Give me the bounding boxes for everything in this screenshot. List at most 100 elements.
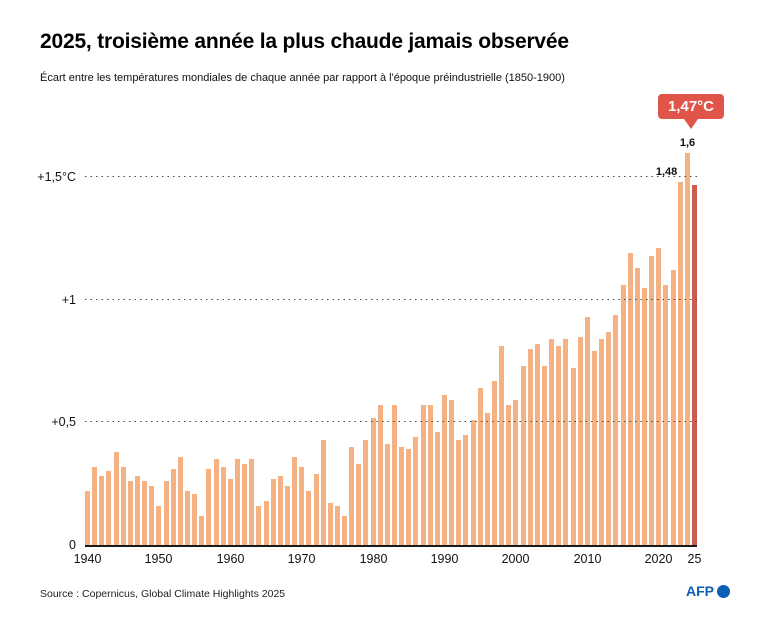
bar-1954 (184, 491, 190, 545)
bar-1957 (206, 469, 212, 545)
bar-1995 (477, 388, 483, 545)
bar-2018 (641, 287, 647, 545)
y-tick-label: 0 (69, 538, 76, 552)
bar-1972 (313, 473, 319, 545)
highlight-value-badge: 1,47°C (657, 94, 724, 129)
bar-1961 (234, 459, 240, 545)
bar-1958 (213, 459, 219, 545)
bar-2024 (684, 152, 690, 545)
bar-1952 (170, 469, 176, 545)
x-tick-label: 1970 (287, 552, 316, 566)
bar-2021 (663, 285, 669, 545)
afp-logo: AFP (686, 583, 730, 599)
bar-1946 (127, 481, 133, 545)
bar-value-label: 1,6 (679, 136, 696, 149)
plot-area: 0 +0,5 +1 +1,5°C 1,48 1,6 (37, 136, 697, 552)
bar-2008 (570, 368, 576, 545)
bar-2023 (677, 182, 683, 545)
x-tick-label: 25 (687, 552, 702, 566)
bar-1943 (106, 471, 112, 545)
bar-2001 (520, 366, 526, 545)
bar-1992 (456, 439, 462, 545)
bar-1971 (306, 491, 312, 545)
bar-1993 (463, 434, 469, 545)
x-tick-label: 1980 (359, 552, 388, 566)
bar-2017 (634, 267, 640, 545)
bar-2022 (670, 270, 676, 545)
bar-1940 (85, 491, 90, 545)
bar-1960 (227, 478, 233, 545)
bar-2011 (591, 351, 597, 545)
bar-2020 (656, 248, 662, 545)
bar-1956 (199, 515, 205, 545)
bar-1941 (92, 466, 98, 545)
bar-2007 (563, 339, 569, 545)
bar-1953 (177, 456, 183, 545)
gridline (85, 298, 697, 300)
bar-1998 (499, 346, 505, 545)
y-tick-label: +0,5 (51, 415, 76, 430)
bar-1968 (284, 486, 290, 545)
bar-1959 (220, 466, 226, 545)
afp-logo-text: AFP (686, 583, 714, 599)
bar-1984 (399, 446, 405, 545)
bars (85, 138, 697, 545)
bar-1955 (192, 493, 198, 545)
bar-1987 (420, 405, 426, 545)
badge-pointer-tail (683, 119, 698, 129)
bar-1988 (427, 405, 433, 545)
chart-title: 2025, troisième année la plus chaude jam… (40, 30, 569, 53)
bar-1975 (334, 505, 340, 545)
bar-1983 (392, 405, 398, 545)
bar-1981 (377, 405, 383, 545)
bar-1967 (277, 476, 283, 545)
x-tick-label: 1950 (144, 552, 173, 566)
bar-2014 (613, 314, 619, 545)
x-tick-label: 1990 (430, 552, 459, 566)
x-tick-label: 2010 (573, 552, 602, 566)
bar-1969 (292, 456, 298, 545)
y-tick-label: +1 (61, 292, 76, 307)
bar-1994 (470, 419, 476, 545)
bar-2016 (627, 253, 633, 545)
bar-2000 (513, 400, 519, 545)
bar-1974 (327, 503, 333, 545)
bar-1948 (142, 481, 148, 545)
bar-1951 (163, 481, 169, 545)
bar-2004 (542, 366, 547, 545)
bar-1996 (484, 412, 490, 545)
bar-1986 (413, 437, 419, 545)
bar-2013 (606, 331, 612, 545)
bar-1977 (349, 446, 355, 545)
x-tick-label: 2000 (501, 552, 530, 566)
afp-globe-icon (717, 584, 730, 598)
bar-1979 (363, 439, 369, 545)
gridline (85, 176, 697, 178)
bar-1944 (113, 451, 119, 545)
bar-1945 (120, 466, 126, 545)
highlight-value-label: 1,47°C (667, 98, 714, 115)
bar-1942 (99, 476, 105, 545)
bar-2003 (534, 343, 540, 545)
chart-subtitle: Écart entre les températures mondiales d… (40, 72, 565, 84)
bar-1963 (249, 459, 255, 545)
bar-1997 (492, 380, 498, 545)
bar-1982 (384, 444, 390, 545)
source-note: Source : Copernicus, Global Climate High… (40, 588, 286, 600)
x-tick-label: 1940 (73, 552, 102, 566)
bar-1949 (149, 486, 155, 545)
bar-value-label: 1,48 (655, 166, 678, 179)
bar-2012 (599, 339, 605, 545)
bar-1973 (320, 439, 326, 545)
bar-1989 (434, 432, 440, 545)
gridline (85, 421, 697, 423)
bar-1966 (270, 478, 276, 545)
bar-1999 (506, 405, 512, 545)
bar-1950 (156, 505, 162, 545)
x-tick-label: 1960 (216, 552, 245, 566)
bar-2015 (620, 285, 626, 545)
bar-1980 (370, 417, 376, 545)
bar-1978 (356, 464, 362, 545)
bar-1970 (299, 466, 305, 545)
